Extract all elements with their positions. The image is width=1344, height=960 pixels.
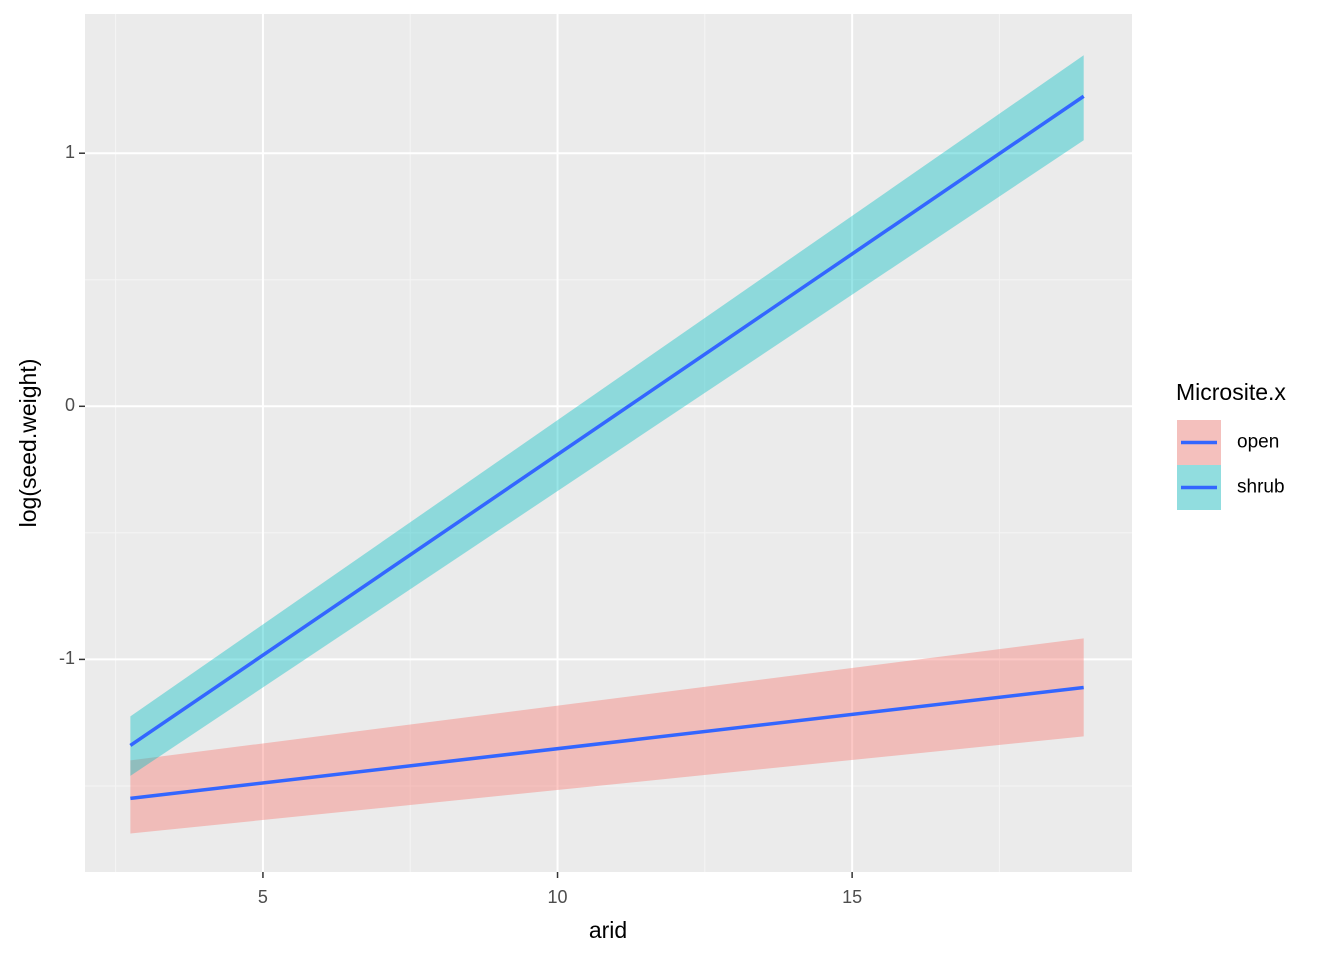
legend-label: shrub <box>1237 477 1285 498</box>
ribbon <box>130 638 1084 834</box>
marks <box>129 55 1085 834</box>
x-tick-label: 5 <box>258 887 268 907</box>
y-axis-title: log(seed.weight) <box>15 359 41 528</box>
y-tick-label: 0 <box>65 395 75 415</box>
ribbon <box>130 55 1084 776</box>
legend-title: Microsite.x <box>1176 379 1286 405</box>
panel <box>85 14 1132 872</box>
x-tick-label: 10 <box>548 887 568 907</box>
legend-label: open <box>1237 432 1279 453</box>
x-axis-title: arid <box>589 917 627 943</box>
x-tick-label: 15 <box>842 887 862 907</box>
line <box>129 94 1085 747</box>
y-tick-label: 1 <box>65 142 75 162</box>
y-tick-label: -1 <box>59 648 75 668</box>
line <box>130 685 1084 801</box>
